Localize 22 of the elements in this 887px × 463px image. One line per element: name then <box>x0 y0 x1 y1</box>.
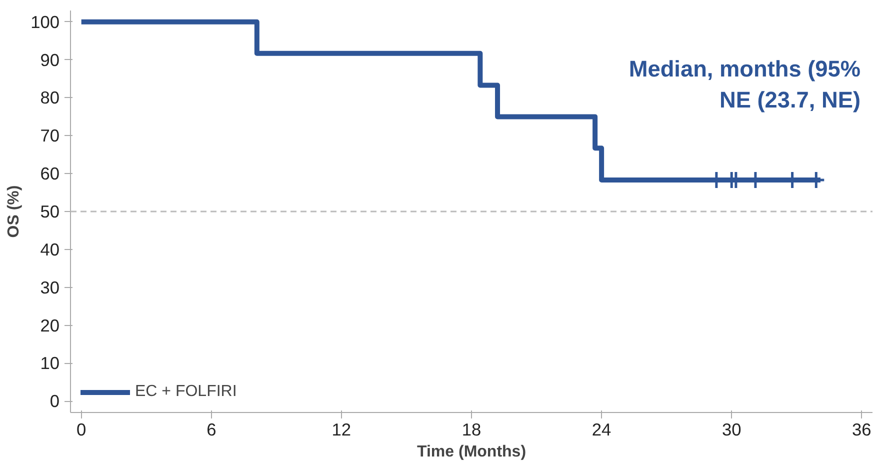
y-axis-title: OS (%) <box>6 185 23 238</box>
x-tick-label: 30 <box>722 420 742 440</box>
y-tick-label: 0 <box>50 391 60 412</box>
y-tick-label: 100 <box>30 12 60 32</box>
y-tick-label: 30 <box>40 277 60 298</box>
x-tick-label: 18 <box>462 420 482 440</box>
annotation: Median, months (95% NE (23.7, NE) <box>628 55 861 112</box>
legend-label: EC + FOLFIRI <box>135 383 237 401</box>
x-axis-title: Time (Months) <box>416 444 526 460</box>
y-tick-label: 40 <box>40 239 60 260</box>
y-tick-label: 50 <box>40 202 60 222</box>
y-tick-label: 20 <box>40 315 60 336</box>
y-tick-label: 60 <box>40 164 60 184</box>
y-tick-label: 80 <box>40 88 60 108</box>
y-tick-label: 90 <box>40 50 60 70</box>
x-tick-label: 6 <box>206 420 216 440</box>
y-tick-label: 70 <box>40 126 60 146</box>
y-tick-label: 10 <box>40 353 60 374</box>
x-tick-label: 12 <box>332 420 352 440</box>
x-tick-label: 24 <box>592 420 612 440</box>
x-tick-label: 0 <box>76 420 86 440</box>
x-tick-label: 36 <box>852 420 872 440</box>
